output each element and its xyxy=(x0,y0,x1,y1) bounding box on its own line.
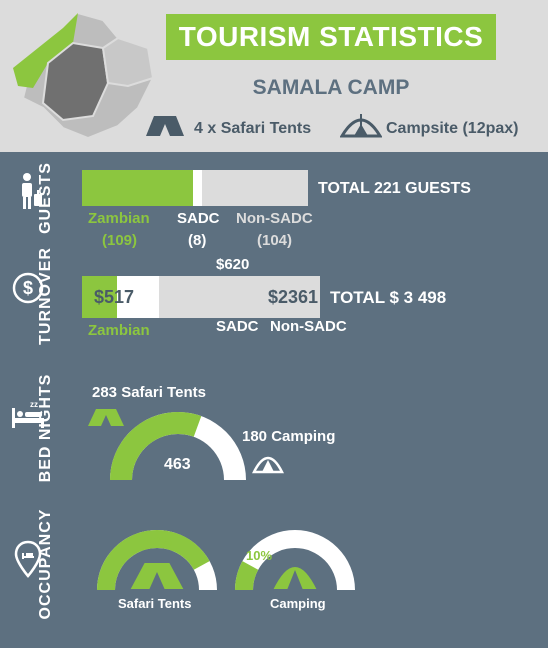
tent-icon xyxy=(146,116,184,136)
occupancy-gauge-camping-filled xyxy=(235,561,259,590)
guests-zambian-label: Zambian xyxy=(88,210,150,227)
dome-tent-door-icon xyxy=(287,570,303,590)
occupancy-gauge-safari-filled xyxy=(97,530,210,590)
turnover-zambian-value: $517 xyxy=(94,287,135,307)
bed-nights-camping: 180 Camping xyxy=(242,428,336,445)
page-title: TOURISM STATISTICS xyxy=(178,21,484,52)
bed-nights-total: 463 xyxy=(164,456,191,473)
occupancy-safari-label: Safari Tents xyxy=(118,596,192,611)
occupancy-camping-label: Camping xyxy=(270,596,326,611)
camp-name: SAMALA CAMP xyxy=(252,76,410,99)
bed-icon: zz xyxy=(12,400,44,428)
turnover-nonsadc-value: $2361 xyxy=(267,287,318,307)
turnover-zambian-label: Zambian xyxy=(88,322,150,339)
guests-bar xyxy=(82,170,308,206)
occupancy-gauge-camping xyxy=(235,530,355,591)
bed-nights-gauge-safari xyxy=(110,412,202,480)
title-banner xyxy=(166,14,496,60)
occupancy-camping-percent: 10% xyxy=(246,548,273,563)
safari-tent-icon xyxy=(88,409,124,426)
guests-total: TOTAL 221 GUESTS xyxy=(318,180,471,197)
dome-tent-icon xyxy=(340,114,382,138)
turnover-nonsadc-label: Non-SADC xyxy=(270,318,347,335)
guests-sadc-value: (8) xyxy=(188,232,207,249)
traveler-icon xyxy=(22,173,42,209)
turnover-bar: $517 $2361 xyxy=(82,276,320,318)
location-pin-icon xyxy=(14,540,42,578)
guests-sadc-label: SADC xyxy=(177,210,220,227)
svg-text:$: $ xyxy=(23,278,33,298)
dollar-coin-icon: $ xyxy=(12,272,44,304)
feature-safari-tents: 4 x Safari Tents xyxy=(194,120,312,137)
guests-zambian-value: (109) xyxy=(102,232,138,249)
guests-bar-zambian xyxy=(82,170,194,206)
turnover-sadc-label: SADC xyxy=(216,318,259,335)
feature-campsite: Campsite (12pax) xyxy=(386,120,519,137)
bed-nights-safari: 283 Safari Tents xyxy=(92,384,206,401)
bed-nights-gauge xyxy=(110,412,246,480)
turnover-bar-zambian xyxy=(82,276,118,318)
svg-text:zz: zz xyxy=(30,400,38,409)
guests-nonsadc-label: Non-SADC xyxy=(236,210,313,227)
guests-bar-sadc xyxy=(193,170,202,206)
turnover-bar-sadc xyxy=(117,276,160,318)
occupancy-gauge-safari xyxy=(97,530,217,591)
guests-nonsadc-value: (104) xyxy=(257,232,293,249)
occupancy-safari-percent: 40% xyxy=(146,534,173,549)
safari-tent-door-icon xyxy=(149,572,165,590)
turnover-total: TOTAL $ 3 498 xyxy=(330,288,447,307)
zambia-map-icon xyxy=(13,11,155,140)
camping-tent-icon xyxy=(252,456,284,474)
turnover-sadc-value: $620 xyxy=(216,256,250,273)
occupancy-gauge-camping-remaining xyxy=(235,530,355,590)
